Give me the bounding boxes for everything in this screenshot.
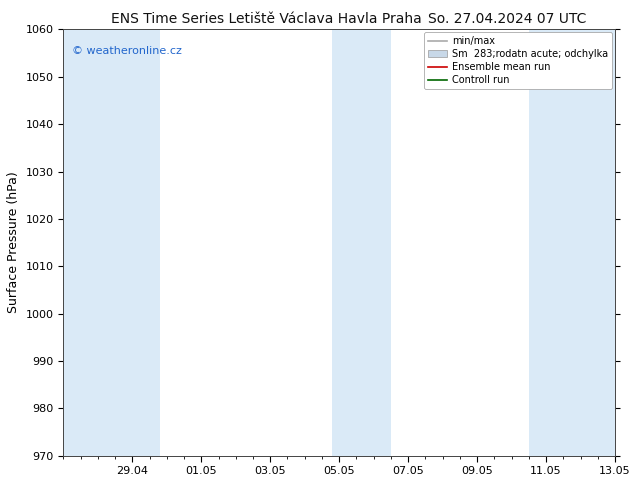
Y-axis label: Surface Pressure (hPa): Surface Pressure (hPa) <box>7 172 20 314</box>
Bar <box>108 29 160 456</box>
Bar <box>63 29 108 456</box>
Bar <box>529 29 615 456</box>
Legend: min/max, Sm  283;rodatn acute; odchylka, Ensemble mean run, Controll run: min/max, Sm 283;rodatn acute; odchylka, … <box>424 32 612 89</box>
Text: ENS Time Series Letiště Václava Havla Praha: ENS Time Series Letiště Václava Havla Pr… <box>111 12 422 26</box>
Bar <box>332 29 391 456</box>
Text: So. 27.04.2024 07 UTC: So. 27.04.2024 07 UTC <box>428 12 586 26</box>
Text: © weatheronline.cz: © weatheronline.cz <box>72 47 181 56</box>
